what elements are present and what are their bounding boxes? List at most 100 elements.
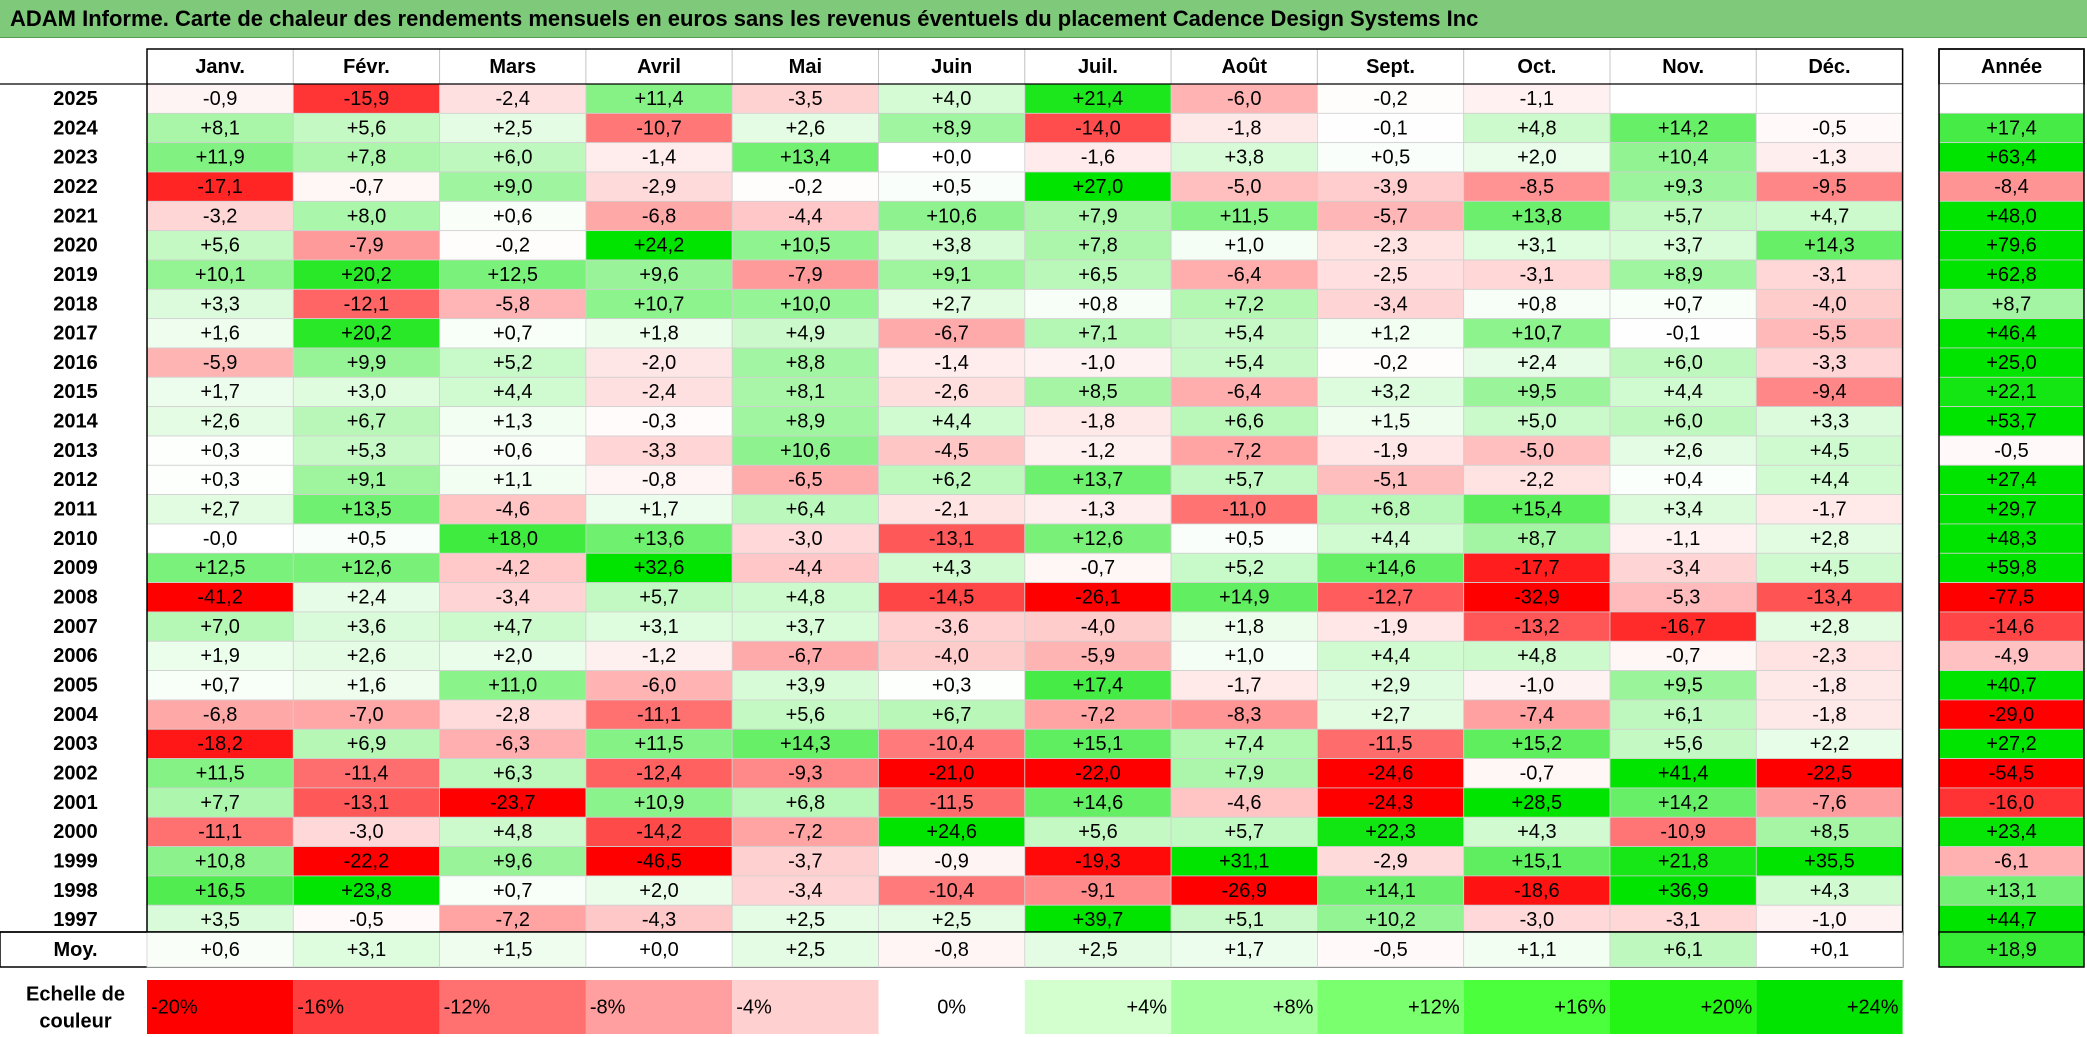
column-header-cell	[878, 48, 1026, 85]
row-year-label: 2006	[53, 645, 98, 667]
cell-value: -14,2	[636, 821, 682, 843]
cell-value: -3,6	[934, 616, 968, 638]
heatmap-cell	[1609, 288, 1757, 320]
color-scale-swatch	[1317, 980, 1464, 1034]
color-scale-swatch	[293, 980, 440, 1034]
cell-value: +6,5	[1078, 264, 1117, 286]
heatmap-cell	[146, 200, 294, 232]
cell-value: -2,5	[1373, 264, 1407, 286]
cell-value: +4,7	[493, 616, 532, 638]
cell-value: -13,1	[344, 792, 390, 814]
cell-value: +9,5	[1663, 675, 1702, 697]
year-total-value: +44,7	[1986, 909, 2037, 931]
year-total-value: +25,0	[1986, 352, 2037, 374]
cell-value: +12,5	[195, 557, 246, 579]
heatmap-cell	[1755, 552, 1904, 584]
column-header-label: Août	[1221, 56, 1267, 78]
cell-value: +0,7	[493, 323, 532, 345]
cell-value: -2,3	[1373, 235, 1407, 257]
cell-value: +0,5	[1371, 147, 1410, 169]
heatmap-cell	[731, 904, 879, 935]
cell-value: -6,0	[642, 675, 676, 697]
cell-value: -2,8	[496, 704, 530, 726]
cell-value: -13,1	[929, 528, 975, 550]
cell-value: +0,7	[493, 880, 532, 902]
heatmap-cell	[1170, 904, 1318, 935]
cell-value: +0,4	[1663, 469, 1702, 491]
cell-value: +2,8	[1810, 528, 1849, 550]
cell-value: -0,7	[1520, 763, 1554, 785]
heatmap-cell	[1170, 83, 1318, 114]
heatmap-cell	[1463, 406, 1611, 437]
cell-value: -1,0	[1520, 675, 1554, 697]
year-total-value: +46,4	[1986, 323, 2037, 345]
cell-value: +14,2	[1658, 792, 1709, 814]
cell-value: -10,9	[1660, 821, 1706, 843]
average-value: +3,1	[347, 939, 386, 961]
cell-value: -12,4	[636, 763, 682, 785]
cell-value: -6,7	[934, 323, 968, 345]
color-scale-swatch	[732, 980, 879, 1034]
cell-value: +5,2	[493, 352, 532, 374]
heatmap-cell	[731, 846, 879, 877]
cell-value: -41,2	[197, 587, 243, 609]
heatmap-cell	[1317, 494, 1465, 525]
heatmap-cell	[439, 582, 587, 613]
year-total-value: -4,9	[1994, 645, 2028, 667]
average-value: +1,5	[493, 939, 532, 961]
year-total-cell	[1938, 171, 2085, 202]
cell-value: +1,8	[1225, 616, 1264, 638]
cell-value: +4,8	[493, 821, 532, 843]
cell-value: +2,2	[1810, 733, 1849, 755]
cell-value: +8,1	[200, 117, 239, 139]
cell-value: +18,0	[487, 528, 538, 550]
cell-value: -3,3	[1812, 352, 1846, 374]
cell-value: -7,2	[1081, 704, 1115, 726]
row-year-label: 2020	[53, 235, 98, 257]
cell-value: +3,8	[932, 235, 971, 257]
heatmap-cell	[1463, 582, 1611, 613]
heatmap-cell	[1317, 787, 1465, 818]
cell-value: +5,4	[1225, 352, 1264, 374]
year-total-cell	[1938, 435, 2085, 466]
cell-value: +3,9	[786, 675, 825, 697]
heatmap-cell	[878, 200, 1026, 232]
heatmap-cell	[731, 435, 879, 466]
cell-value: +4,8	[1517, 645, 1556, 667]
cell-value: -0,7	[349, 176, 383, 198]
cell-value: +32,6	[634, 557, 685, 579]
heatmap-cell	[1609, 171, 1757, 202]
column-header-cell	[1463, 48, 1611, 85]
row-year-label: 2016	[53, 352, 98, 374]
cell-value: +11,0	[488, 675, 537, 697]
cell-value: -1,2	[642, 645, 676, 667]
title-bar: ADAM Informe. Carte de chaleur des rende…	[0, 0, 2087, 38]
average-cell	[1317, 931, 1465, 968]
heatmap-cell	[878, 230, 1026, 261]
cell-value: +3,7	[1663, 235, 1702, 257]
cell-value: +4,4	[1663, 381, 1702, 403]
cell-value: -11,1	[198, 821, 242, 843]
heatmap-cell	[731, 552, 879, 584]
heatmap-cell	[585, 699, 733, 730]
cell-value: -5,5	[1812, 323, 1846, 345]
cell-value: +28,5	[1512, 792, 1563, 814]
cell-value: +2,7	[932, 293, 971, 315]
heatmap-cell	[1317, 846, 1465, 877]
heatmap-cell	[878, 611, 1026, 642]
heatmap-cell	[1170, 200, 1318, 232]
cell-value: -9,1	[1081, 880, 1115, 902]
cell-value: -1,0	[1812, 909, 1846, 931]
heatmap-cell	[1317, 904, 1465, 935]
year-total-value: -54,5	[1989, 763, 2035, 785]
cell-value: +4,5	[1810, 440, 1849, 462]
year-total-cell	[1938, 728, 2085, 759]
heatmap-cell	[1317, 816, 1465, 847]
heatmap-cell	[1755, 112, 1904, 144]
heatmap-cell	[1463, 611, 1611, 642]
average-cell	[878, 931, 1026, 968]
cell-value: +15,1	[1073, 733, 1124, 755]
column-header-label: Janv.	[195, 56, 245, 78]
average-value: +2,5	[786, 939, 825, 961]
cell-value: +0,8	[1078, 293, 1117, 315]
